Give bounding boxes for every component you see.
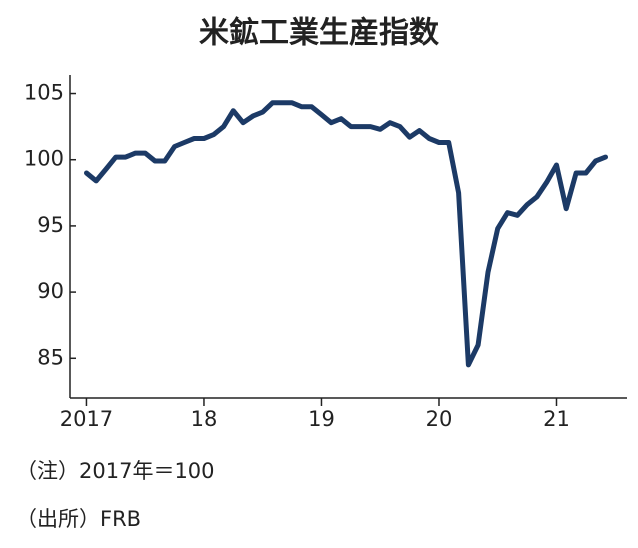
chart-title: 米鉱工業生産指数	[199, 16, 440, 51]
x-tick-label: 20	[426, 407, 453, 431]
y-tick-label: 105	[24, 81, 64, 105]
y-tick-label: 100	[24, 147, 64, 171]
y-tick-label: 95	[37, 213, 64, 237]
x-tick-label: 19	[308, 407, 335, 431]
source: （出所）FRB	[16, 507, 141, 531]
note: （注）2017年＝100	[16, 459, 215, 483]
x-tick-label: 21	[543, 407, 570, 431]
x-tick-label: 18	[191, 407, 218, 431]
y-tick-label: 90	[37, 279, 64, 303]
line	[84, 100, 608, 368]
x-tick-label: 2017	[60, 407, 113, 431]
y-tick-label: 85	[37, 345, 64, 369]
